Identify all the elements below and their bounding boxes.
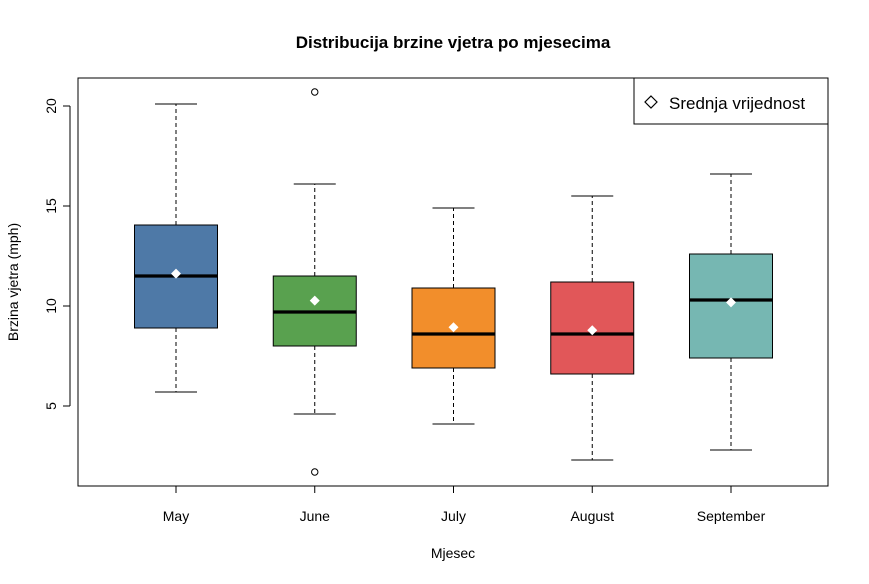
legend: Srednja vrijednost — [633, 77, 829, 125]
mean-marker — [726, 297, 736, 308]
chart-title: Distribucija brzine vjetra po mjesecima — [296, 33, 611, 52]
x-tick-label: August — [570, 508, 614, 524]
mean-marker — [171, 268, 181, 279]
box-body — [689, 253, 773, 359]
box-september — [689, 173, 773, 451]
box-may — [134, 103, 218, 393]
x-tick-label: September — [697, 508, 766, 524]
legend-box — [633, 77, 829, 125]
y-axis-label: Brzina vjetra (mph) — [5, 223, 21, 341]
x-axis: May June July August September — [163, 485, 766, 524]
outlier-point — [311, 468, 319, 476]
mean-marker — [448, 322, 459, 333]
x-tick-label: May — [163, 508, 189, 524]
mean-marker — [587, 325, 598, 336]
mean-marker — [309, 295, 320, 306]
box-june — [272, 88, 357, 476]
box-july — [411, 207, 496, 425]
x-tick-label: July — [441, 508, 466, 524]
y-tick-label: 20 — [43, 98, 59, 114]
x-tick-label: June — [300, 508, 331, 524]
outlier-point — [311, 88, 319, 96]
y-axis: 5 10 15 20 — [43, 98, 71, 410]
box-august — [550, 195, 635, 461]
y-tick-label: 15 — [43, 198, 59, 214]
x-axis-label: Mjesec — [431, 545, 475, 561]
y-tick-label: 10 — [43, 298, 59, 314]
y-tick-label: 5 — [43, 402, 59, 410]
legend-diamond-icon — [644, 95, 658, 109]
legend-label: Srednja vrijednost — [669, 94, 805, 113]
box-plot-series — [134, 88, 773, 476]
